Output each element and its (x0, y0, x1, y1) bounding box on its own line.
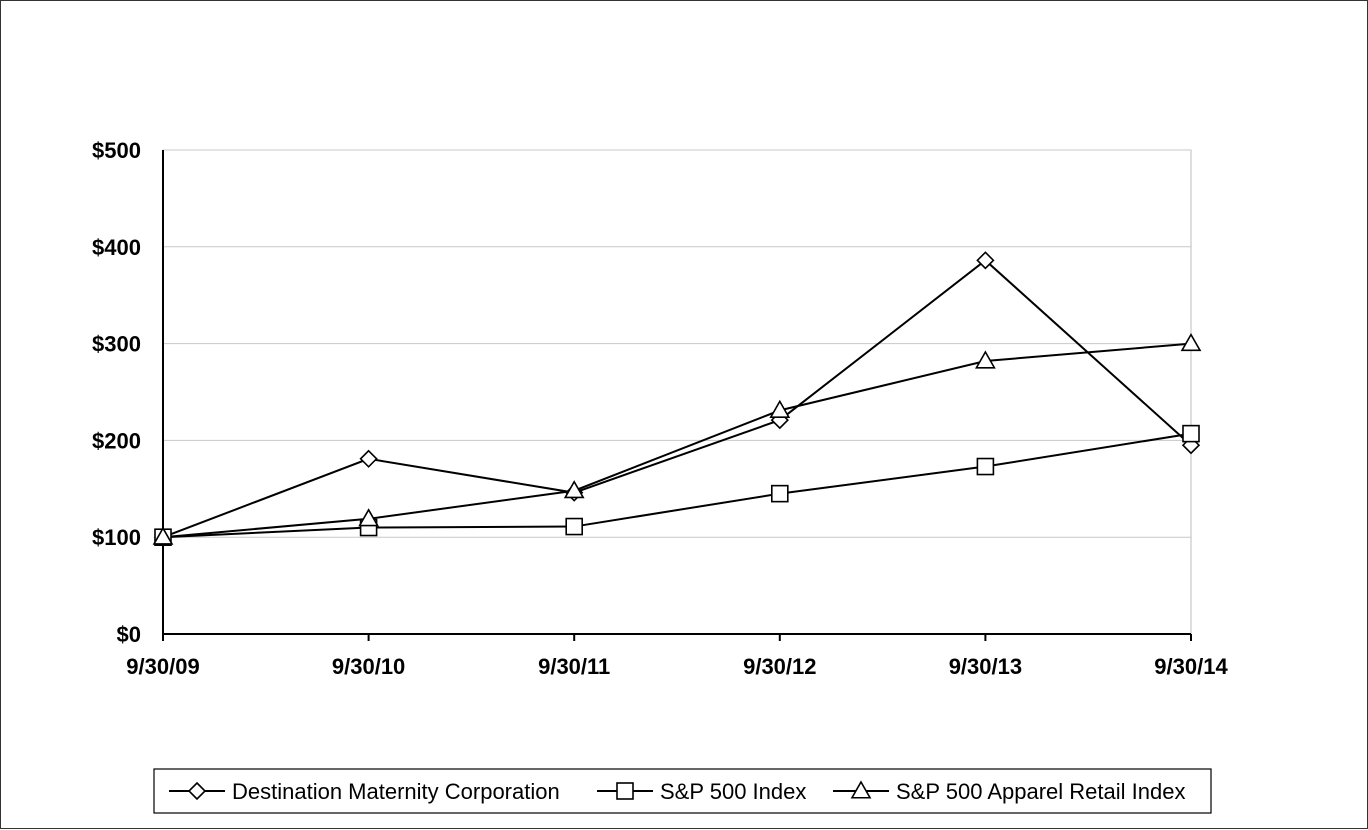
x-tick-label: 9/30/10 (332, 654, 405, 679)
y-tick-label: $100 (92, 525, 141, 550)
series-lines (152, 251, 1202, 547)
y-tick-label: $300 (92, 332, 141, 357)
axes: $0 $100 $200 $300 $400 $500 9/30/09 9/30/10 9/30… (92, 138, 1228, 679)
legend-label: Destination Maternity Corporation (232, 779, 560, 804)
x-tick-label: 9/30/14 (1154, 654, 1228, 679)
legend-marker (616, 782, 634, 800)
data-point (358, 508, 379, 527)
legend-entry: S&P 500 Index (597, 779, 806, 804)
x-tick-label: 9/30/11 (538, 654, 610, 679)
plot-area (162, 149, 1192, 635)
grid-lines (162, 149, 1192, 635)
series-1 (162, 259, 1192, 539)
data-point (152, 526, 174, 545)
series-3 (162, 342, 1192, 539)
data-point (976, 457, 995, 476)
legend-label: S&P 500 Apparel Retail Index (896, 779, 1185, 804)
legend-entry: S&P 500 Apparel Retail Index (833, 779, 1185, 804)
series-markers-1 (153, 251, 1201, 547)
x-tick-label: 9/30/13 (949, 654, 1022, 679)
data-point (975, 350, 996, 369)
data-point (769, 399, 791, 418)
y-tick-label: $0 (117, 622, 141, 647)
legend-label: S&P 500 Index (660, 779, 806, 804)
data-point (565, 517, 584, 536)
series-line (162, 259, 1192, 539)
data-point (976, 251, 995, 270)
legend: Destination Maternity Corporation S&P 500… (153, 768, 1212, 814)
x-tick-label: 9/30/12 (743, 654, 816, 679)
x-tick-label: 9/30/09 (126, 654, 199, 679)
legend-marker (187, 781, 207, 801)
series-line (162, 342, 1192, 539)
y-tick-label: $500 (92, 138, 141, 163)
series-2 (162, 432, 1192, 539)
y-tick-label: $200 (92, 428, 141, 453)
legend-entry: Destination Maternity Corporation (169, 779, 560, 804)
legend-marker (850, 780, 872, 799)
legend-box (153, 768, 1212, 814)
series-markers-3 (152, 332, 1202, 545)
data-point (770, 484, 789, 503)
data-point (359, 449, 378, 468)
data-point (1180, 332, 1202, 352)
data-point (563, 480, 585, 499)
data-point (1182, 424, 1200, 443)
y-tick-label: $400 (92, 235, 141, 260)
series-line (162, 432, 1192, 539)
series-markers-2 (154, 424, 1200, 547)
